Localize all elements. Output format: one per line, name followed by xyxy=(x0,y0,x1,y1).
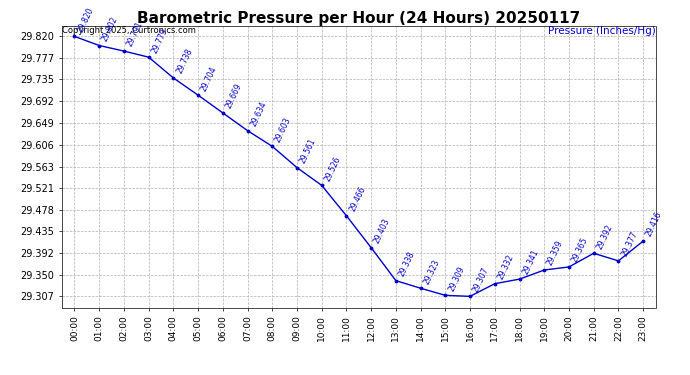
Text: 29.323: 29.323 xyxy=(422,258,442,285)
Text: 29.338: 29.338 xyxy=(397,250,417,278)
Text: 29.365: 29.365 xyxy=(571,236,590,264)
Text: 29.791: 29.791 xyxy=(126,21,145,48)
Text: 29.332: 29.332 xyxy=(496,253,515,281)
Text: 29.341: 29.341 xyxy=(521,249,540,276)
Text: 29.561: 29.561 xyxy=(298,137,317,165)
Text: 29.802: 29.802 xyxy=(101,15,120,43)
Text: Pressure (Inches/Hg): Pressure (Inches/Hg) xyxy=(548,26,656,36)
Text: 29.377: 29.377 xyxy=(620,230,639,258)
Text: 29.704: 29.704 xyxy=(199,64,219,92)
Text: 29.307: 29.307 xyxy=(471,266,491,294)
Text: 29.820: 29.820 xyxy=(76,6,95,34)
Text: 29.392: 29.392 xyxy=(595,223,614,251)
Text: 29.738: 29.738 xyxy=(175,47,194,75)
Text: 29.634: 29.634 xyxy=(249,100,268,128)
Text: 29.779: 29.779 xyxy=(150,27,170,54)
Text: 29.359: 29.359 xyxy=(546,239,565,267)
Text: 29.416: 29.416 xyxy=(644,210,664,238)
Text: Copyright 2025, Curtronics.com: Copyright 2025, Curtronics.com xyxy=(62,26,196,35)
Title: Barometric Pressure per Hour (24 Hours) 20250117: Barometric Pressure per Hour (24 Hours) … xyxy=(137,11,580,26)
Text: 29.466: 29.466 xyxy=(348,185,367,213)
Text: 29.403: 29.403 xyxy=(373,217,392,245)
Text: 29.309: 29.309 xyxy=(446,265,466,292)
Text: 29.603: 29.603 xyxy=(274,116,293,144)
Text: 29.526: 29.526 xyxy=(323,155,342,183)
Text: 29.669: 29.669 xyxy=(224,82,244,110)
